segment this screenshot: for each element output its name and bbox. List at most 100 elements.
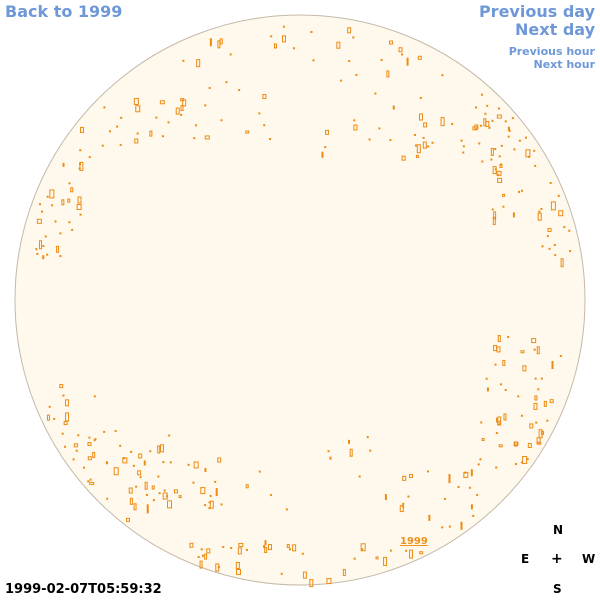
feature-mark bbox=[498, 444, 503, 448]
feature-dot bbox=[494, 168, 497, 171]
feature-mark bbox=[87, 442, 92, 447]
feature-mark bbox=[237, 547, 242, 555]
feature-dot bbox=[72, 458, 75, 461]
feature-dot bbox=[208, 86, 211, 89]
feature-mark bbox=[543, 400, 547, 407]
feature-dot bbox=[546, 235, 549, 238]
feature-dot bbox=[353, 119, 356, 122]
feature-dot bbox=[402, 502, 405, 505]
feature-dot bbox=[44, 235, 47, 238]
feature-dot bbox=[477, 463, 480, 466]
feature-dot bbox=[64, 445, 67, 448]
feature-mark bbox=[143, 460, 146, 466]
feature-mark bbox=[417, 55, 422, 60]
feature-dot bbox=[109, 130, 112, 133]
feature-dot bbox=[553, 244, 556, 247]
feature-dot bbox=[301, 552, 304, 555]
feature-mark bbox=[49, 189, 55, 199]
feature-dot bbox=[546, 419, 549, 422]
feature-mark bbox=[520, 350, 525, 354]
feature-dot bbox=[504, 388, 507, 391]
feature-mark bbox=[406, 57, 409, 66]
feature-dot bbox=[209, 494, 212, 497]
feature-dot bbox=[537, 388, 540, 391]
feature-dot bbox=[407, 495, 410, 498]
feature-dot bbox=[158, 492, 161, 495]
feature-dot bbox=[155, 116, 158, 119]
feature-dot bbox=[87, 480, 90, 483]
feature-dot bbox=[533, 348, 536, 351]
feature-dot bbox=[464, 471, 467, 474]
feature-mark bbox=[217, 457, 222, 463]
feature-dot bbox=[208, 507, 211, 510]
feature-dot bbox=[82, 466, 85, 469]
feature-mark bbox=[558, 210, 564, 217]
feature-mark bbox=[527, 443, 532, 449]
feature-dot bbox=[89, 478, 92, 481]
feature-mark bbox=[496, 346, 501, 353]
feature-dot bbox=[557, 194, 560, 197]
feature-dot bbox=[513, 148, 516, 151]
sky-disc bbox=[14, 14, 586, 586]
feature-dot bbox=[145, 493, 148, 496]
feature-dot bbox=[534, 377, 537, 380]
previous-day-link[interactable]: Previous day bbox=[478, 2, 595, 21]
feature-dot bbox=[431, 141, 434, 144]
feature-dot bbox=[494, 363, 497, 366]
feature-dot bbox=[495, 432, 498, 435]
feature-mark bbox=[389, 40, 394, 45]
feature-mark bbox=[42, 255, 45, 260]
feature-dot bbox=[93, 395, 96, 398]
feature-mark bbox=[281, 35, 286, 43]
feature-dot bbox=[59, 232, 62, 235]
feature-dot bbox=[161, 135, 164, 138]
feature-dot bbox=[282, 25, 285, 28]
year-map-label[interactable]: 1999 bbox=[400, 536, 428, 547]
feature-dot bbox=[193, 137, 196, 140]
feature-mark bbox=[144, 481, 148, 490]
feature-mark bbox=[77, 196, 82, 204]
feature-dot bbox=[497, 107, 500, 110]
feature-dot bbox=[263, 124, 266, 127]
feature-dot bbox=[569, 250, 572, 253]
feature-dot bbox=[214, 480, 217, 483]
feature-dot bbox=[348, 60, 351, 63]
feature-dot bbox=[538, 210, 541, 213]
feature-mark bbox=[349, 448, 353, 457]
feature-mark bbox=[375, 556, 379, 560]
feature-dot bbox=[491, 119, 494, 122]
feature-mark bbox=[325, 129, 330, 135]
feature-mark bbox=[525, 149, 531, 158]
next-day-link[interactable]: Next day bbox=[515, 20, 595, 39]
feature-mark bbox=[497, 334, 501, 342]
feature-mark bbox=[61, 199, 65, 206]
feature-dot bbox=[238, 89, 241, 92]
feature-mark bbox=[80, 126, 84, 133]
feature-mark bbox=[189, 542, 194, 548]
feature-mark bbox=[92, 451, 96, 458]
previous-hour-link[interactable]: Previous hour bbox=[508, 45, 595, 58]
feature-dot bbox=[508, 129, 511, 132]
feature-mark bbox=[209, 500, 214, 509]
feature-dot bbox=[389, 139, 392, 142]
feature-dot bbox=[419, 96, 422, 99]
feature-mark bbox=[133, 503, 137, 511]
feature-mark bbox=[493, 211, 497, 220]
feature-dot bbox=[521, 189, 524, 192]
feature-dot bbox=[168, 434, 171, 437]
feature-mark bbox=[499, 163, 503, 168]
feature-dot bbox=[106, 497, 109, 500]
feature-mark bbox=[238, 542, 244, 547]
feature-dot bbox=[535, 421, 538, 424]
next-hour-link[interactable]: Next hour bbox=[533, 58, 596, 71]
feature-mark bbox=[264, 540, 267, 546]
feature-dot bbox=[485, 377, 488, 380]
feature-mark bbox=[336, 41, 341, 49]
feature-mark bbox=[180, 98, 185, 102]
feature-dot bbox=[78, 167, 81, 170]
back-to-year-link[interactable]: Back to 1999 bbox=[5, 2, 123, 21]
feature-mark bbox=[448, 474, 451, 484]
feature-mark bbox=[274, 43, 278, 49]
feature-mark bbox=[537, 212, 542, 221]
feature-mark bbox=[173, 489, 178, 494]
